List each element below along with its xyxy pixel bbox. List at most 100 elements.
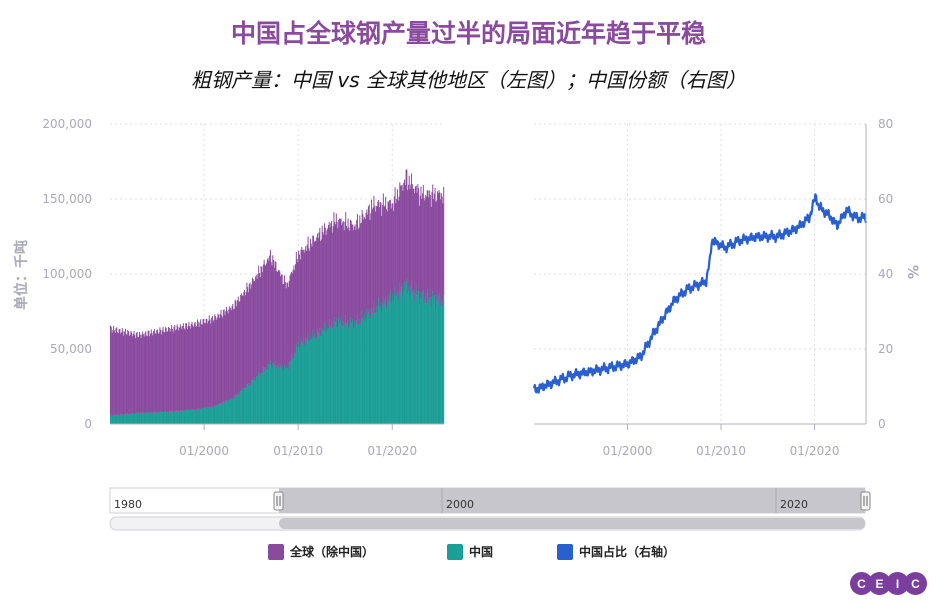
bar-china — [201, 408, 203, 424]
bar-china — [119, 414, 121, 424]
bar-china — [410, 286, 412, 424]
bar-china — [228, 400, 230, 424]
bar-china — [248, 383, 250, 424]
bar-rest-of-world — [396, 189, 398, 292]
bar-china — [417, 291, 419, 424]
bar-china — [194, 409, 196, 424]
bar-rest-of-world — [414, 186, 416, 293]
bar-rest-of-world — [304, 249, 306, 346]
bar-china — [358, 324, 360, 424]
bar-rest-of-world — [311, 246, 313, 339]
bar-china — [404, 282, 405, 424]
bar-china — [398, 292, 400, 424]
bar-china — [313, 337, 315, 424]
bar-rest-of-world — [112, 330, 114, 416]
bar-china — [269, 361, 271, 424]
bar-rest-of-world — [282, 284, 284, 370]
bar-rest-of-world — [155, 334, 157, 413]
bar-rest-of-world — [251, 277, 253, 381]
bar-rest-of-world — [360, 222, 362, 319]
bar-china — [134, 413, 136, 424]
bar-rest-of-world — [268, 260, 270, 365]
bar-china — [397, 300, 399, 424]
bar-rest-of-world — [193, 323, 195, 411]
left-y-tick-label: 100,000 — [42, 267, 92, 281]
navigator-scrollbar-thumb[interactable] — [279, 518, 865, 529]
bar-china — [406, 278, 408, 424]
bar-china — [392, 294, 394, 424]
bar-rest-of-world — [137, 337, 139, 414]
bar-china — [309, 342, 311, 424]
bar-rest-of-world — [407, 184, 409, 292]
bar-rest-of-world — [314, 240, 316, 334]
bar-china — [123, 415, 125, 424]
bar-rest-of-world — [164, 327, 166, 412]
bar-china — [373, 302, 375, 424]
bar-rest-of-world — [371, 199, 373, 308]
navigator-label-1980: 1980 — [114, 498, 142, 511]
bar-rest-of-world — [393, 211, 395, 302]
bar-rest-of-world — [236, 306, 238, 396]
bar-rest-of-world — [324, 223, 326, 324]
right-y-tick-label: 40 — [878, 267, 893, 281]
bar-rest-of-world — [150, 329, 152, 413]
bar-china — [265, 367, 267, 424]
bar-china — [202, 407, 204, 424]
bar-rest-of-world — [237, 299, 238, 394]
bar-rest-of-world — [201, 324, 203, 409]
navigator-left-handle[interactable] — [273, 491, 284, 511]
bar-rest-of-world — [425, 195, 427, 296]
bar-china — [276, 368, 278, 424]
bar-rest-of-world — [200, 319, 202, 410]
left-x-tick-label: 01/2010 — [273, 444, 323, 458]
bar-china — [308, 340, 310, 424]
bar-china — [141, 412, 143, 424]
bar-china — [353, 328, 355, 424]
bar-rest-of-world — [121, 327, 123, 415]
bar-china — [372, 308, 374, 424]
bar-rest-of-world — [312, 235, 314, 331]
range-navigator[interactable]: 1980 2000 2020 — [109, 487, 871, 531]
bar-china — [210, 408, 212, 424]
left-x-tick-label: 01/2020 — [367, 444, 417, 458]
bar-rest-of-world — [168, 327, 170, 412]
right-line — [532, 193, 868, 394]
bar-rest-of-world — [281, 274, 283, 366]
bar-rest-of-world — [403, 182, 405, 292]
bar-rest-of-world — [219, 313, 221, 405]
bar-rest-of-world — [266, 259, 268, 371]
bar-china — [345, 323, 347, 424]
bar-china — [298, 342, 300, 424]
bar-rest-of-world — [316, 233, 318, 329]
navigator-right-handle[interactable] — [860, 491, 871, 511]
bar-rest-of-world — [402, 190, 404, 298]
legend-item-china-share[interactable]: 中国占比（右轴） — [557, 543, 675, 560]
bar-rest-of-world — [168, 327, 170, 413]
bar-rest-of-world — [397, 200, 399, 301]
bar-rest-of-world — [352, 224, 354, 320]
bar-rest-of-world — [258, 265, 260, 373]
bar-rest-of-world — [431, 191, 433, 298]
bar-rest-of-world — [325, 234, 327, 333]
bar-rest-of-world — [277, 270, 279, 368]
legend-item-china[interactable]: 中国 — [447, 543, 493, 560]
bar-china — [251, 380, 253, 424]
bar-china — [240, 391, 242, 424]
bar-rest-of-world — [393, 196, 395, 294]
bar-china — [378, 298, 380, 424]
bar-rest-of-world — [111, 332, 113, 416]
bar-china — [208, 406, 210, 424]
bar-rest-of-world — [128, 335, 130, 415]
bar-china — [433, 294, 435, 424]
bar-rest-of-world — [310, 243, 312, 341]
bar-china — [278, 367, 280, 424]
bar-china — [439, 292, 441, 424]
bar-rest-of-world — [148, 330, 150, 413]
bar-rest-of-world — [218, 314, 220, 405]
bar-china — [418, 291, 420, 424]
bar-china — [393, 301, 395, 424]
legend-item-rest-of-world[interactable]: 全球（除中国） — [268, 543, 374, 560]
bar-rest-of-world — [228, 309, 230, 401]
bar-china — [429, 297, 431, 424]
bar-china — [142, 413, 144, 424]
